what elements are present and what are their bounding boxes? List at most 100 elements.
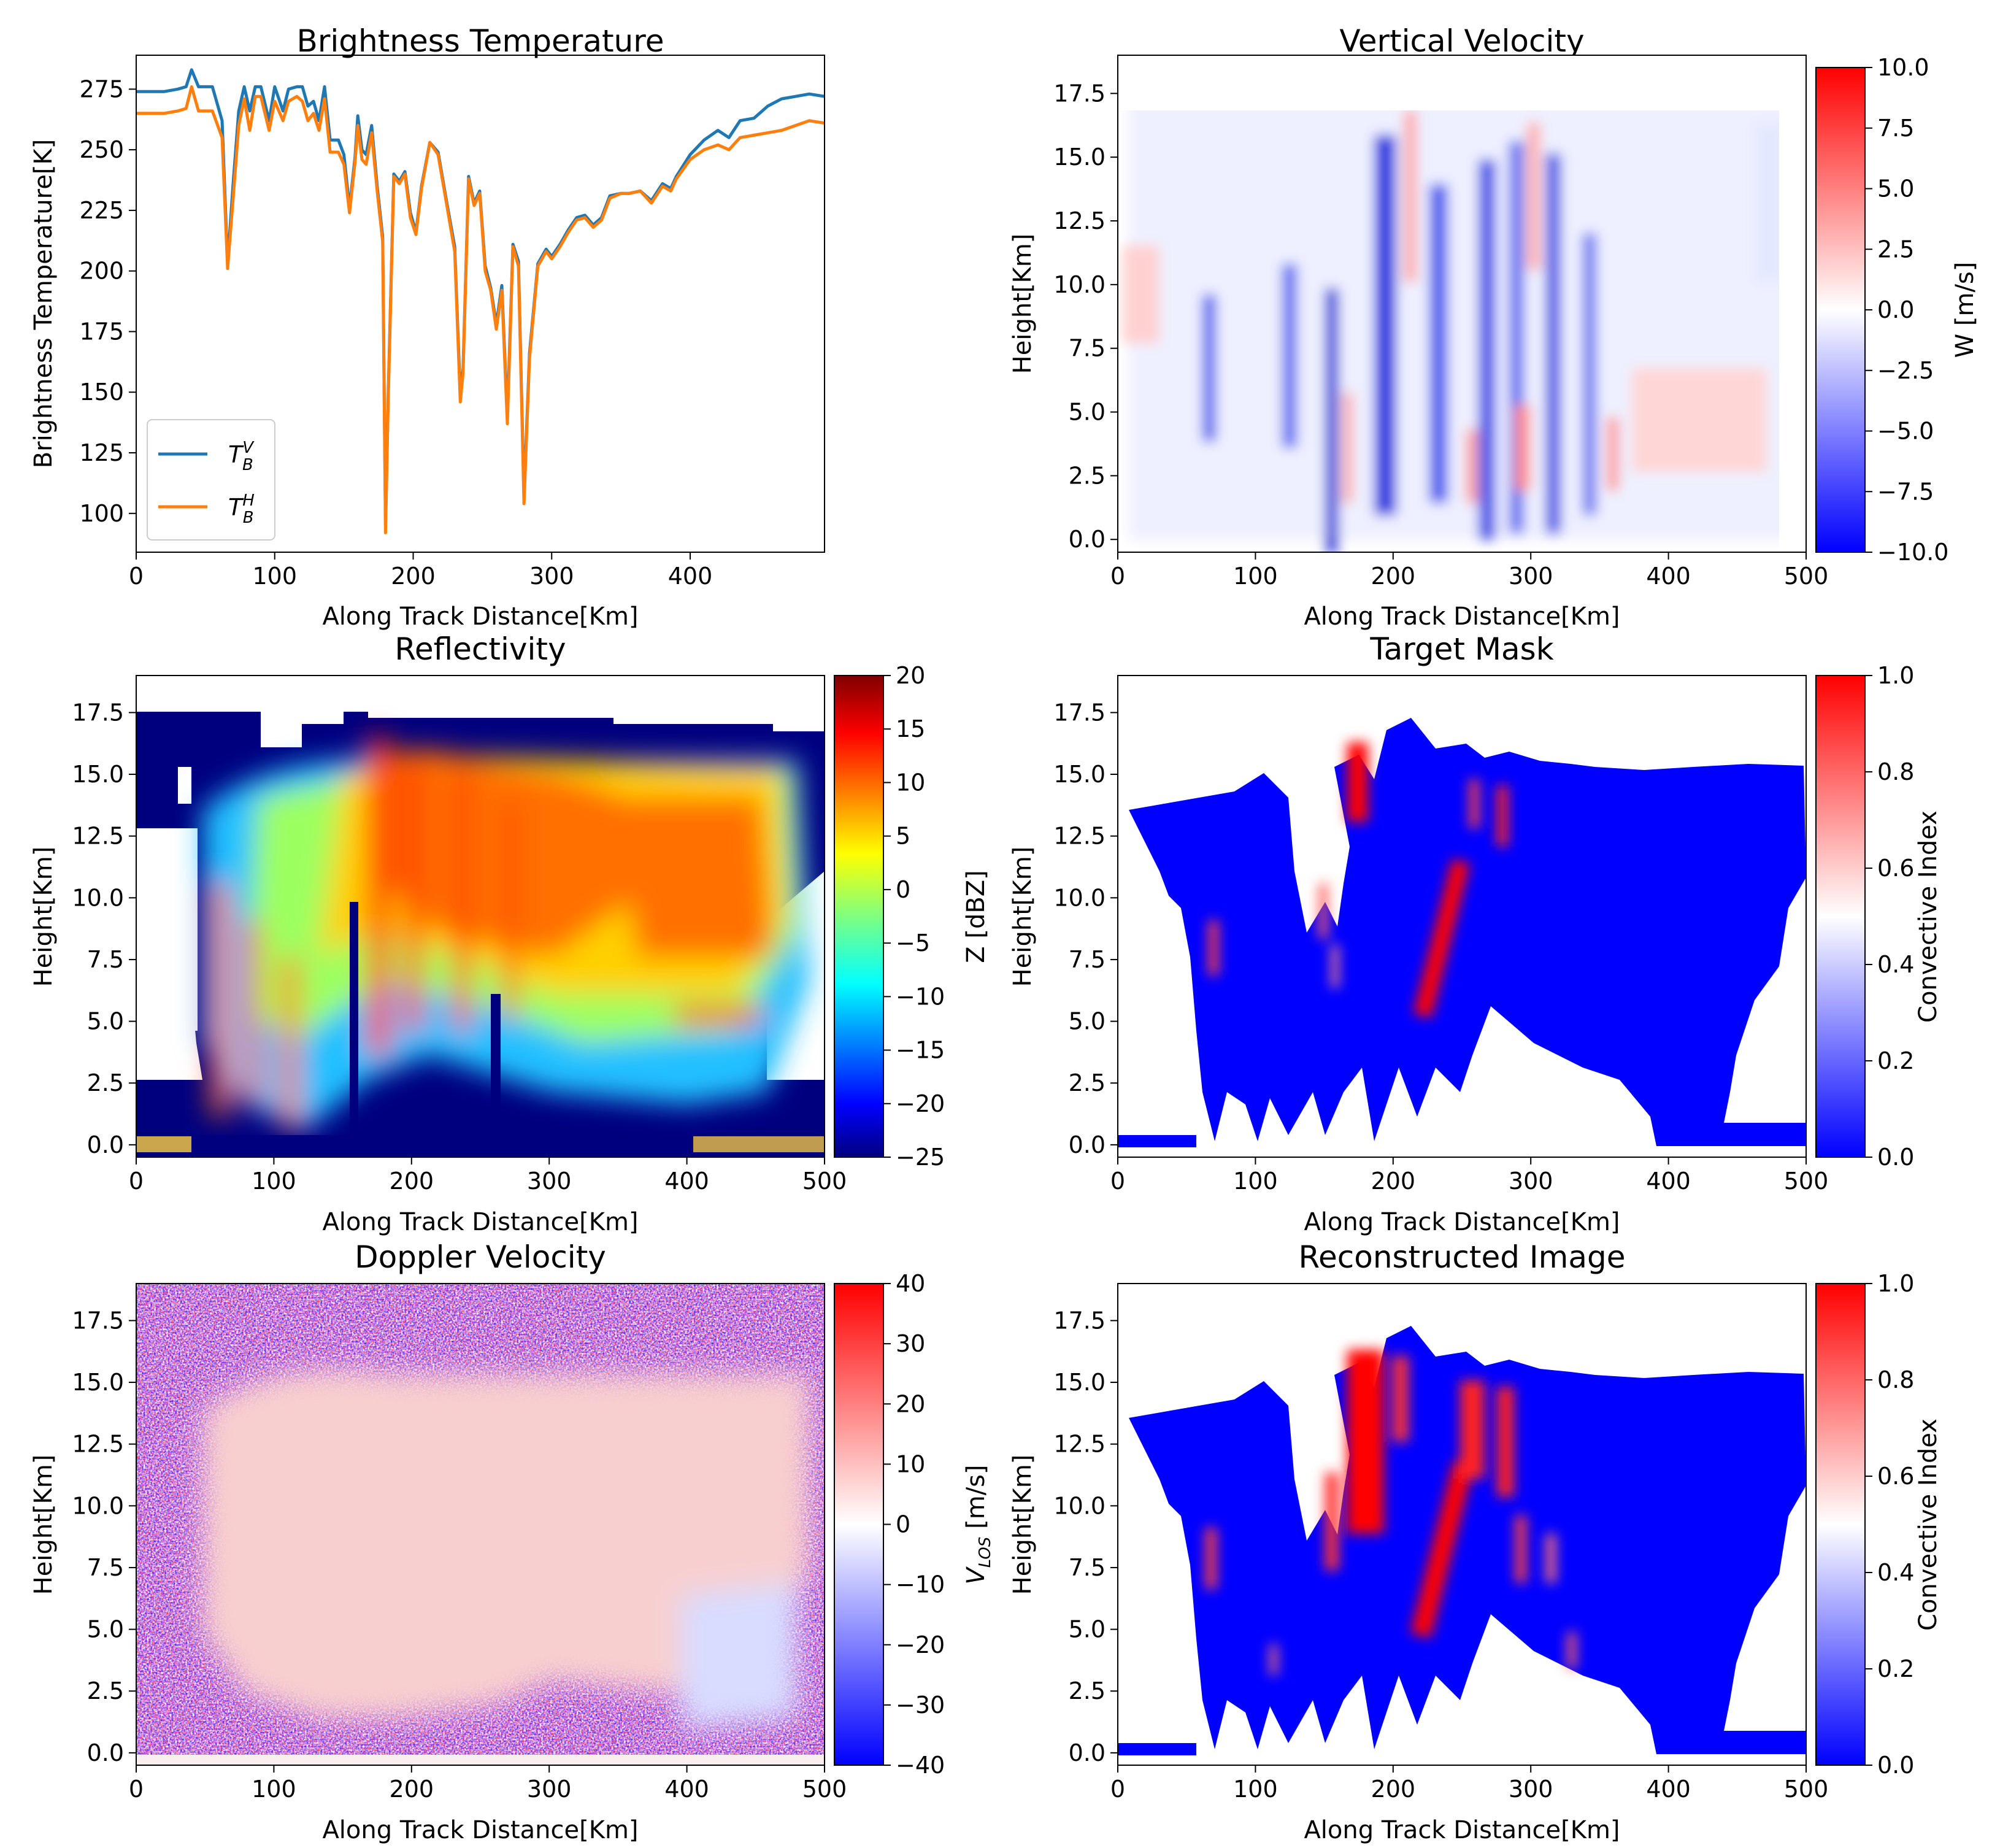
mask-ytick-label: 17.5	[1053, 699, 1106, 726]
refl-ytick-label: 2.5	[87, 1069, 124, 1096]
dop-ytick-label: 12.5	[72, 1431, 124, 1458]
recon-plot-frame	[1117, 1283, 1807, 1766]
mask-cbtick-label: 0.6	[1877, 855, 1914, 882]
mask-colorbar	[1815, 675, 1866, 1158]
recon-ytick-label: 12.5	[1053, 1431, 1106, 1458]
dop-xtick-label: 200	[390, 1776, 434, 1803]
recon-cbtick-label: 0.4	[1877, 1559, 1914, 1586]
refl-xtick-label: 500	[802, 1168, 847, 1195]
dop-title: Doppler Velocity	[355, 1239, 606, 1275]
bt-ytick-label: 275	[79, 75, 124, 102]
dop-colorbar-label-base: V	[962, 1566, 990, 1585]
refl-cbtick-label: 5	[896, 823, 910, 850]
mask-field	[1118, 676, 1806, 1157]
recon-xlabel: Along Track Distance[Km]	[1304, 1816, 1620, 1844]
bt-ytick-label: 250	[79, 136, 124, 163]
recon-ytick-label: 17.5	[1053, 1307, 1106, 1334]
mask-ytick-label: 7.5	[1069, 946, 1106, 973]
dop-cbtick-label: −20	[896, 1631, 945, 1658]
dop-cbtick-label: 40	[896, 1270, 925, 1297]
vv-cbtick-label: 7.5	[1877, 115, 1914, 142]
refl-cbtick-label: −15	[896, 1037, 945, 1064]
bt-ytick-label: 125	[79, 439, 124, 466]
mask-colorbar-label: Convective Index	[1914, 810, 1942, 1023]
recon-xtick-label: 300	[1509, 1776, 1553, 1803]
recon-cbtick-label: 0.2	[1877, 1655, 1914, 1682]
mask-ylabel: Height[Km]	[1009, 847, 1037, 987]
refl-title: Reflectivity	[394, 631, 566, 667]
bt-legend-v-sub: B	[242, 456, 253, 474]
mask-xtick-label: 500	[1784, 1168, 1829, 1195]
vv-cbtick-label: −5.0	[1877, 418, 1934, 445]
vv-cbtick-label: −10.0	[1877, 539, 1948, 566]
bt-legend-box	[147, 419, 275, 541]
recon-colorbar-ticks: 0.0 0.2 0.4 0.6 0.8 1.0	[1865, 1270, 1914, 1779]
refl-plot-frame	[136, 675, 825, 1158]
dop-cbtick-label: −10	[896, 1571, 945, 1598]
refl-colorbar-label: Z [dBZ]	[962, 870, 990, 963]
refl-colorbar	[834, 675, 884, 1158]
mask-y-ticks: 0.0 2.5 5.0 7.5 10.0 12.5 15.0 17.5	[1053, 699, 1118, 1158]
recon-xtick-label: 500	[1784, 1776, 1829, 1803]
reconstructed-image-panel: Reconstructed Image 0 100 200 300 400 500 0.0…	[1009, 1239, 1942, 1844]
mask-cbtick-label: 1.0	[1877, 662, 1914, 689]
mask-xtick-label: 0	[1110, 1168, 1125, 1195]
refl-cbtick-label: 10	[896, 769, 925, 796]
refl-xlabel: Along Track Distance[Km]	[322, 1208, 638, 1236]
vv-ytick-label: 0.0	[1069, 526, 1106, 553]
refl-y-ticks: 0.0 2.5 5.0 7.5 10.0 12.5 15.0 17.5	[72, 699, 136, 1158]
target-mask-panel: Target Mask 0 100 200 300 400 500 0.0 2.5 5.0 7.…	[1009, 631, 1942, 1236]
vv-y-ticks: 0.0 2.5 5.0 7.5 10.0 12.5 15.0 17.5	[1053, 80, 1118, 553]
dop-xtick-label: 0	[129, 1776, 144, 1803]
bt-ytick-label: 200	[79, 258, 124, 285]
dop-xtick-label: 300	[527, 1776, 572, 1803]
dop-colorbar-label: VLOS [m/s]	[962, 1465, 994, 1584]
vv-ytick-label: 15.0	[1053, 144, 1106, 171]
refl-cbtick-label: −20	[896, 1090, 945, 1117]
refl-xtick-label: 300	[527, 1168, 572, 1195]
dop-colorbar-label-tail: [m/s]	[962, 1465, 990, 1536]
refl-cbtick-label: 20	[896, 662, 925, 689]
mask-ytick-label: 5.0	[1069, 1008, 1106, 1035]
vv-cbtick-label: 2.5	[1877, 236, 1914, 263]
refl-ylabel: Height[Km]	[29, 847, 58, 987]
bt-ylabel: Brightness Temperature[K]	[29, 139, 58, 469]
refl-ytick-label: 15.0	[72, 761, 124, 788]
mask-colorbar-ticks: 0.0 0.2 0.4 0.6 0.8 1.0	[1865, 662, 1914, 1171]
vv-colorbar-ticks: −10.0 −7.5 −5.0 −2.5 0.0 2.5 5.0 7.5 10.0	[1865, 54, 1948, 566]
recon-title: Reconstructed Image	[1298, 1239, 1625, 1275]
vv-xtick-label: 300	[1509, 563, 1553, 590]
vv-cbtick-label: −2.5	[1877, 357, 1934, 384]
vv-ytick-label: 17.5	[1053, 80, 1106, 107]
bt-xtick-label: 400	[668, 563, 713, 590]
vv-ytick-label: 5.0	[1069, 399, 1106, 426]
bt-ytick-label: 225	[79, 197, 124, 224]
vv-x-ticks: 0 100 200 300 400 500	[1110, 552, 1828, 590]
vv-ytick-label: 10.0	[1053, 271, 1106, 298]
vv-plot-frame	[1117, 55, 1807, 553]
vv-ytick-label: 12.5	[1053, 207, 1106, 234]
dop-ytick-label: 10.0	[72, 1492, 124, 1519]
vertical-velocity-panel: Vertical Velocity	[1009, 23, 1979, 631]
dop-cbtick-label: 30	[896, 1330, 925, 1357]
mask-xtick-label: 200	[1371, 1168, 1416, 1195]
refl-xtick-label: 100	[252, 1168, 296, 1195]
dop-colorbar-ticks: −40 −30 −20 −10 0 10 20 30 40	[883, 1270, 945, 1779]
bt-ytick-label: 100	[79, 500, 124, 527]
mask-xtick-label: 100	[1233, 1168, 1278, 1195]
mask-plot-frame	[1117, 675, 1807, 1158]
dop-ytick-label: 2.5	[87, 1677, 124, 1704]
dop-ytick-label: 5.0	[87, 1616, 124, 1643]
refl-x-ticks: 0 100 200 300 400 500	[129, 1157, 847, 1195]
bt-x-ticks: 0 100 200 300 400	[129, 552, 712, 590]
dop-colorbar-label-sub: LOS	[976, 1537, 994, 1568]
recon-cbtick-label: 0.6	[1877, 1463, 1914, 1490]
vv-field	[1118, 55, 1806, 552]
vv-ytick-label: 2.5	[1069, 462, 1106, 489]
refl-cbtick-label: 0	[896, 876, 910, 903]
dop-ylabel: Height[Km]	[29, 1455, 58, 1595]
recon-ylabel: Height[Km]	[1009, 1455, 1037, 1595]
vv-colorbar	[1815, 67, 1866, 553]
bt-series-group	[136, 68, 825, 534]
recon-xtick-label: 200	[1371, 1776, 1416, 1803]
